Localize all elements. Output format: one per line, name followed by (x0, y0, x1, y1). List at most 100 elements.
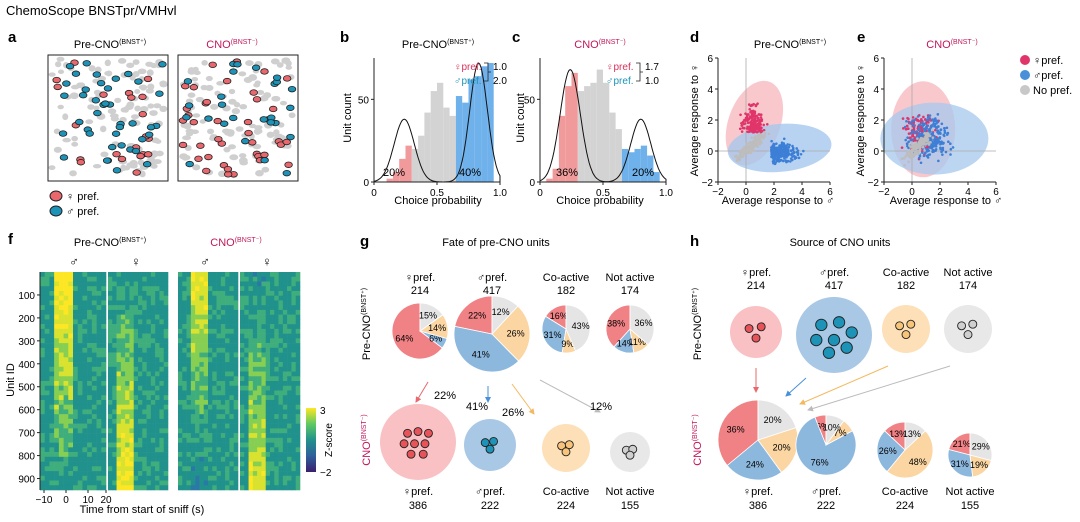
heatmap-cell (257, 314, 262, 320)
heatmap-cell (208, 376, 213, 382)
heatmap-cell (68, 328, 74, 334)
cell-female-pref (244, 129, 253, 137)
heatmap-cell (87, 390, 93, 396)
group-count: 214 (747, 280, 765, 292)
heatmap-cell (68, 395, 74, 401)
heatmap-cell (116, 390, 122, 396)
heatmap-cell (73, 480, 79, 486)
heatmap-cell (278, 442, 284, 448)
heatmap-cell (252, 461, 258, 467)
heatmap-cell (108, 414, 113, 420)
heatmap-cell (91, 414, 97, 420)
x-tick-label: 0 (371, 188, 377, 199)
heatmap-cell (116, 452, 122, 458)
heatmap-cell (96, 362, 102, 368)
heatmap-cell (116, 404, 122, 410)
heatmap-cell (163, 423, 169, 429)
heatmap-cell (77, 300, 83, 306)
panel-label-h: h (690, 233, 699, 250)
heatmap-cell (240, 328, 245, 334)
heatmap-cell (82, 328, 88, 334)
heatmap-cell (182, 362, 187, 368)
heatmap-cell (68, 442, 74, 448)
heatmap-cell (270, 423, 275, 429)
heatmap-cell (265, 428, 271, 434)
heatmap-cell (225, 414, 230, 420)
heatmap-cell (233, 371, 239, 377)
heatmap-cell (82, 381, 88, 387)
heatmap-cell (108, 333, 113, 339)
heatmap-cell (91, 300, 97, 306)
heatmap-cell (73, 475, 79, 481)
heatmap-cell (265, 324, 271, 330)
point-male-pref (772, 142, 776, 146)
point-male-pref (926, 148, 930, 152)
heatmap-cell (182, 286, 187, 292)
heatmap-cell (68, 385, 74, 391)
heatmap-cell (44, 362, 50, 368)
heatmap-cell (77, 290, 83, 296)
heatmap-cell (133, 324, 139, 330)
heatmap-cell (257, 433, 262, 439)
heatmap-cell (142, 418, 147, 424)
heatmap-cell (77, 409, 83, 415)
point-male-pref (939, 128, 943, 131)
y-tick-label: 2 (707, 116, 713, 127)
cell-male-pref (59, 154, 69, 161)
heatmap-cell (220, 399, 226, 405)
heatmap-cell (138, 395, 143, 401)
pie-slice-label: 38% (607, 319, 625, 329)
cell-female-pref (202, 167, 211, 175)
heatmap-cell (54, 409, 60, 415)
heatmap-cell (116, 328, 122, 334)
heatmap-cell (220, 272, 226, 278)
heatmap-cell (120, 290, 126, 296)
heatmap-cell (133, 352, 139, 358)
panel-a-legend-male: ♂ pref. (66, 206, 99, 218)
heatmap-cell (252, 305, 258, 311)
heatmap-cell (190, 290, 196, 296)
heatmap-cell (248, 418, 254, 424)
heatmap-cell (291, 333, 297, 339)
heatmap-cell (190, 324, 196, 330)
heatmap-cell (44, 338, 50, 344)
cell-inactive (261, 166, 270, 173)
heatmap-cell (240, 300, 245, 306)
heatmap-cell (225, 428, 230, 434)
point-male-pref (925, 118, 929, 122)
heatmap-cell (295, 395, 301, 401)
heatmap-cell (138, 324, 143, 330)
heatmap-cell (186, 324, 192, 330)
group-count: 224 (896, 500, 914, 512)
heatmap-cell (40, 366, 46, 372)
group-label: Co-active (882, 486, 928, 498)
heatmap-cell (287, 466, 292, 472)
heatmap-cell (240, 447, 245, 453)
heatmap-cell (44, 300, 50, 306)
heatmap-cell (229, 385, 235, 391)
heatmap-cell (199, 428, 205, 434)
heatmap-cell (216, 471, 222, 477)
histogram-bar (474, 76, 482, 182)
heatmap-cell (150, 418, 156, 424)
heatmap-cell (248, 390, 254, 396)
histogram-bar (615, 129, 622, 182)
heatmap-cell (233, 390, 239, 396)
heatmap-cell (252, 309, 258, 315)
heatmap-cell (195, 376, 200, 382)
cell-inactive (69, 92, 79, 100)
heatmap-cell (77, 480, 83, 486)
heatmap-cell (73, 418, 79, 424)
heatmap-cell (225, 485, 230, 491)
heatmap-cell (291, 442, 297, 448)
cell-inactive (271, 95, 281, 102)
pie-slice (757, 427, 799, 473)
heatmap-cell (82, 485, 88, 491)
heatmap-cell (58, 314, 64, 320)
heatmap-cell (287, 295, 292, 301)
heatmap-cell (73, 447, 79, 453)
heatmap-cell (248, 471, 254, 477)
heatmap-cell (248, 328, 254, 334)
point-male-pref (802, 149, 805, 153)
point-no-pref (738, 154, 742, 157)
